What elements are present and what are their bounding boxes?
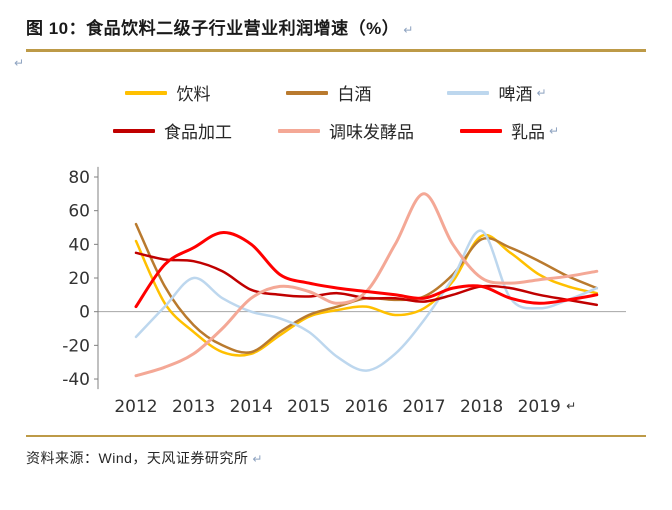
legend-label: 饮料 [176,85,211,104]
legend-item-乳品: 乳品 ↵ [459,118,560,143]
y-tick-label: 80 [68,168,90,188]
return-mark: ↵ [566,399,576,413]
legend-item-调味发酵品: 调味发酵品 [277,118,414,143]
legend-swatch [277,128,320,133]
legend-swatch [125,90,168,95]
gold-rule-bottom [26,435,646,437]
series-line-调味发酵品 [134,192,599,378]
legend-row: 食品加工 调味发酵品 乳品 ↵ [112,118,560,143]
series-line-啤酒 [134,229,599,372]
x-tick-label: 2018 [460,397,503,417]
legend-label: 乳品 [510,123,545,142]
legend-item-啤酒: 啤酒 ↵ [447,80,547,105]
x-tick-label: 2013 [172,397,215,417]
series-line-白酒 [134,222,599,354]
legend-swatch [459,128,502,133]
x-tick-label: 2017 [402,397,445,417]
chart-legend: 饮料 白酒 啤酒 ↵ 食品加工 调味发酵品 乳品 ↵ [26,80,646,143]
figure-title: 图 10：食品饮料二级子行业营业利润增速（%） ↵ [26,14,646,39]
legend-label: 啤酒 [498,85,533,104]
return-mark: ↵ [536,85,547,100]
return-mark: ↵ [14,56,25,70]
x-tick-label: 2015 [287,397,330,417]
legend-label: 食品加工 [163,123,232,142]
chart-area: 80 60 40 20 0 -20 -40 2012 2013 2014 2015 2016 2017 2… [56,159,646,426]
x-tick-label: 2019 [518,397,561,417]
legend-label: 白酒 [337,85,372,104]
return-mark: ↵ [403,23,414,37]
legend-swatch [112,128,155,133]
legend-swatch [286,90,329,95]
source-text: 资料来源：Wind，天风证券研究所 [26,450,249,466]
legend-swatch [447,90,490,95]
series-line-食品加工 [134,251,599,307]
return-mark: ↵ [252,452,263,466]
legend-label: 调味发酵品 [328,123,414,142]
gold-rule-top [26,49,646,52]
series-line-乳品 [134,231,599,309]
y-tick-label: 20 [68,269,90,289]
source-note: 资料来源：Wind，天风证券研究所 ↵ [26,448,646,468]
y-tick-label: 40 [68,235,90,255]
return-mark: ↵ [548,123,560,138]
y-tick-label: -40 [62,370,90,390]
legend-row: 饮料 白酒 啤酒 ↵ [125,80,547,105]
series-line-饮料 [134,233,599,357]
x-tick-label: 2016 [345,397,388,417]
y-tick-label: -20 [62,336,90,356]
y-tick-label: 0 [79,303,90,323]
legend-item-食品加工: 食品加工 [112,118,232,143]
figure-title-text: 图 10：食品饮料二级子行业营业利润增速（%） [26,19,400,38]
legend-item-白酒: 白酒 [286,80,371,105]
x-tick-label: 2012 [114,397,157,417]
y-tick-label: 60 [68,202,90,222]
line-chart: 80 60 40 20 0 -20 -40 2012 2013 2014 2015 2016 2017 2… [62,166,626,417]
legend-item-饮料: 饮料 [125,80,210,105]
x-tick-label: 2014 [230,397,273,417]
